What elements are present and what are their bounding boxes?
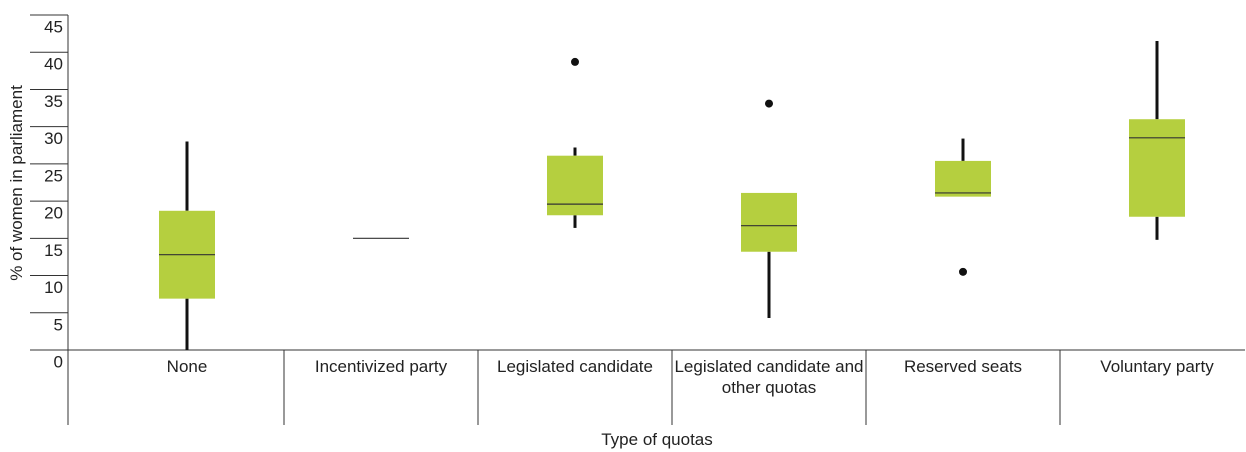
y-tick-label: 40 bbox=[44, 55, 63, 74]
y-tick-label: 0 bbox=[54, 352, 63, 371]
box bbox=[741, 192, 797, 252]
y-tick-label: 35 bbox=[44, 92, 63, 111]
outlier bbox=[765, 99, 773, 108]
x-axis-title: Type of quotas bbox=[601, 430, 713, 449]
y-tick-label: 15 bbox=[44, 241, 63, 260]
y-tick-label: 5 bbox=[54, 315, 63, 334]
x-tick-label: Voluntary party bbox=[1100, 357, 1214, 376]
box bbox=[1129, 119, 1185, 217]
x-tick-label: None bbox=[166, 357, 208, 376]
y-tick-label: 25 bbox=[44, 166, 63, 185]
x-tick-label: Legislated candidate bbox=[497, 357, 653, 376]
x-tick-label: Reserved seats bbox=[903, 357, 1023, 376]
outlier bbox=[571, 57, 579, 66]
x-tick-label: Legislated candidate and other quotas bbox=[674, 357, 864, 397]
y-tick-label: 45 bbox=[44, 17, 63, 36]
y-tick-label: 30 bbox=[44, 129, 63, 148]
x-tick-label: Incentivized party bbox=[314, 357, 448, 376]
box bbox=[935, 160, 991, 197]
outlier bbox=[959, 267, 967, 276]
y-tick-label: 10 bbox=[44, 278, 63, 297]
box bbox=[547, 155, 603, 216]
y-tick-label: 20 bbox=[44, 204, 63, 223]
y-axis-title: % of women in parliament bbox=[7, 85, 26, 281]
